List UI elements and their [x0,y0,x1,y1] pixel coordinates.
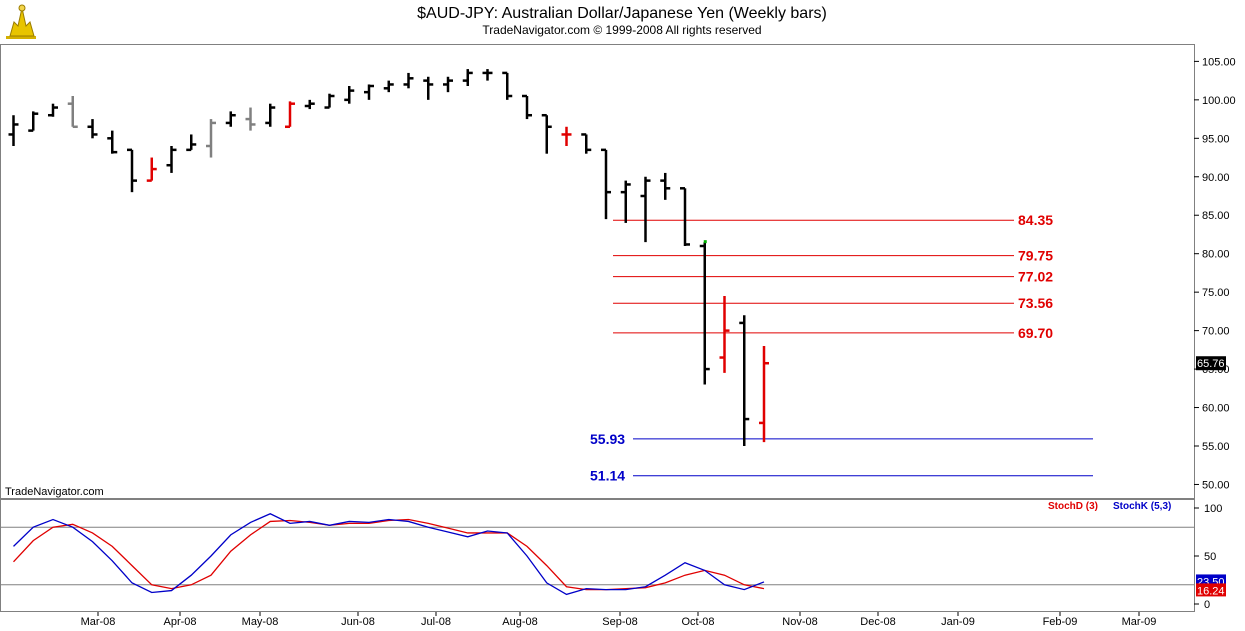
y-tick-label: 95.00 [1202,133,1230,145]
level-label: 77.02 [1018,269,1053,285]
price-bars [8,69,769,446]
stochastic-legend: StochD (3) StochK (5,3) [1048,501,1171,512]
x-tick-label: Mar-08 [81,616,116,628]
stochk-line [13,513,765,596]
level-lines: 84.35 79.75 77.02 73.56 69.70 55.93 51.14 [590,212,1093,484]
chart-subtitle: TradeNavigator.com © 1999-2008 All right… [482,23,761,37]
y-tick-label: 50.00 [1202,479,1230,491]
chart-title: $AUD-JPY: Australian Dollar/Japanese Yen… [417,5,827,22]
tradenavigator-logo-icon [6,4,36,39]
y-tick-label: 55.00 [1202,441,1230,453]
x-tick-label: Nov-08 [782,616,817,628]
level-label: 55.93 [590,431,625,447]
x-tick-label: Feb-09 [1043,616,1078,628]
stochd-value-label: 16.24 [1197,585,1225,597]
x-tick-label: Mar-09 [1122,616,1157,628]
stochd-value-box [1196,583,1226,597]
stochastic-tick-label: 50 [1204,551,1216,563]
y-tick-label: 100.00 [1202,95,1236,107]
x-tick-label: Jun-08 [341,616,375,628]
watermark: TradeNavigator.com [5,486,104,498]
stochastic-y-axis: 100 50 0 [1,503,1222,611]
x-tick-label: Sep-08 [602,616,637,628]
price-y-axis: 105.00 100.00 95.00 90.00 85.00 80.00 75.00 70.… [1194,56,1236,491]
level-label: 51.14 [590,468,625,484]
y-tick-label: 105.00 [1202,56,1236,68]
y-tick-label: 60.00 [1202,403,1230,415]
level-label: 69.70 [1018,325,1053,341]
level-label: 73.56 [1018,295,1053,311]
stochastic-tick-label: 100 [1204,503,1222,515]
stochastic-tick-label: 0 [1204,599,1210,611]
x-tick-label: May-08 [242,616,279,628]
last-price-text: 65.76 [1197,358,1225,370]
last-price-box [1196,356,1226,371]
ohlc-high-marker [703,240,707,244]
level-label: 79.75 [1018,248,1053,264]
level-label: 84.35 [1018,212,1053,228]
y-tick-label: 80.00 [1202,249,1230,261]
y-tick-label: 75.00 [1202,287,1230,299]
x-tick-label: Oct-08 [681,616,714,628]
y-tick-label: 70.00 [1202,326,1230,338]
y-tick-label: 85.00 [1202,210,1230,222]
x-tick-label: Apr-08 [163,616,196,628]
last-price-label: 65.76 [1196,356,1226,371]
x-tick-label: Aug-08 [502,616,537,628]
x-tick-label: Jan-09 [941,616,975,628]
y-tick-label: 90.00 [1202,172,1230,184]
stochastic-legend-entry: StochK (5,3) [1113,501,1171,512]
stochastic-legend-entry: StochD (3) [1048,501,1098,512]
x-tick-label: Jul-08 [421,616,451,628]
x-tick-label: Dec-08 [860,616,895,628]
x-axis: Mar-08 Apr-08 May-08 Jun-08 Jul-08 Aug-08 Sep-… [81,612,1157,628]
